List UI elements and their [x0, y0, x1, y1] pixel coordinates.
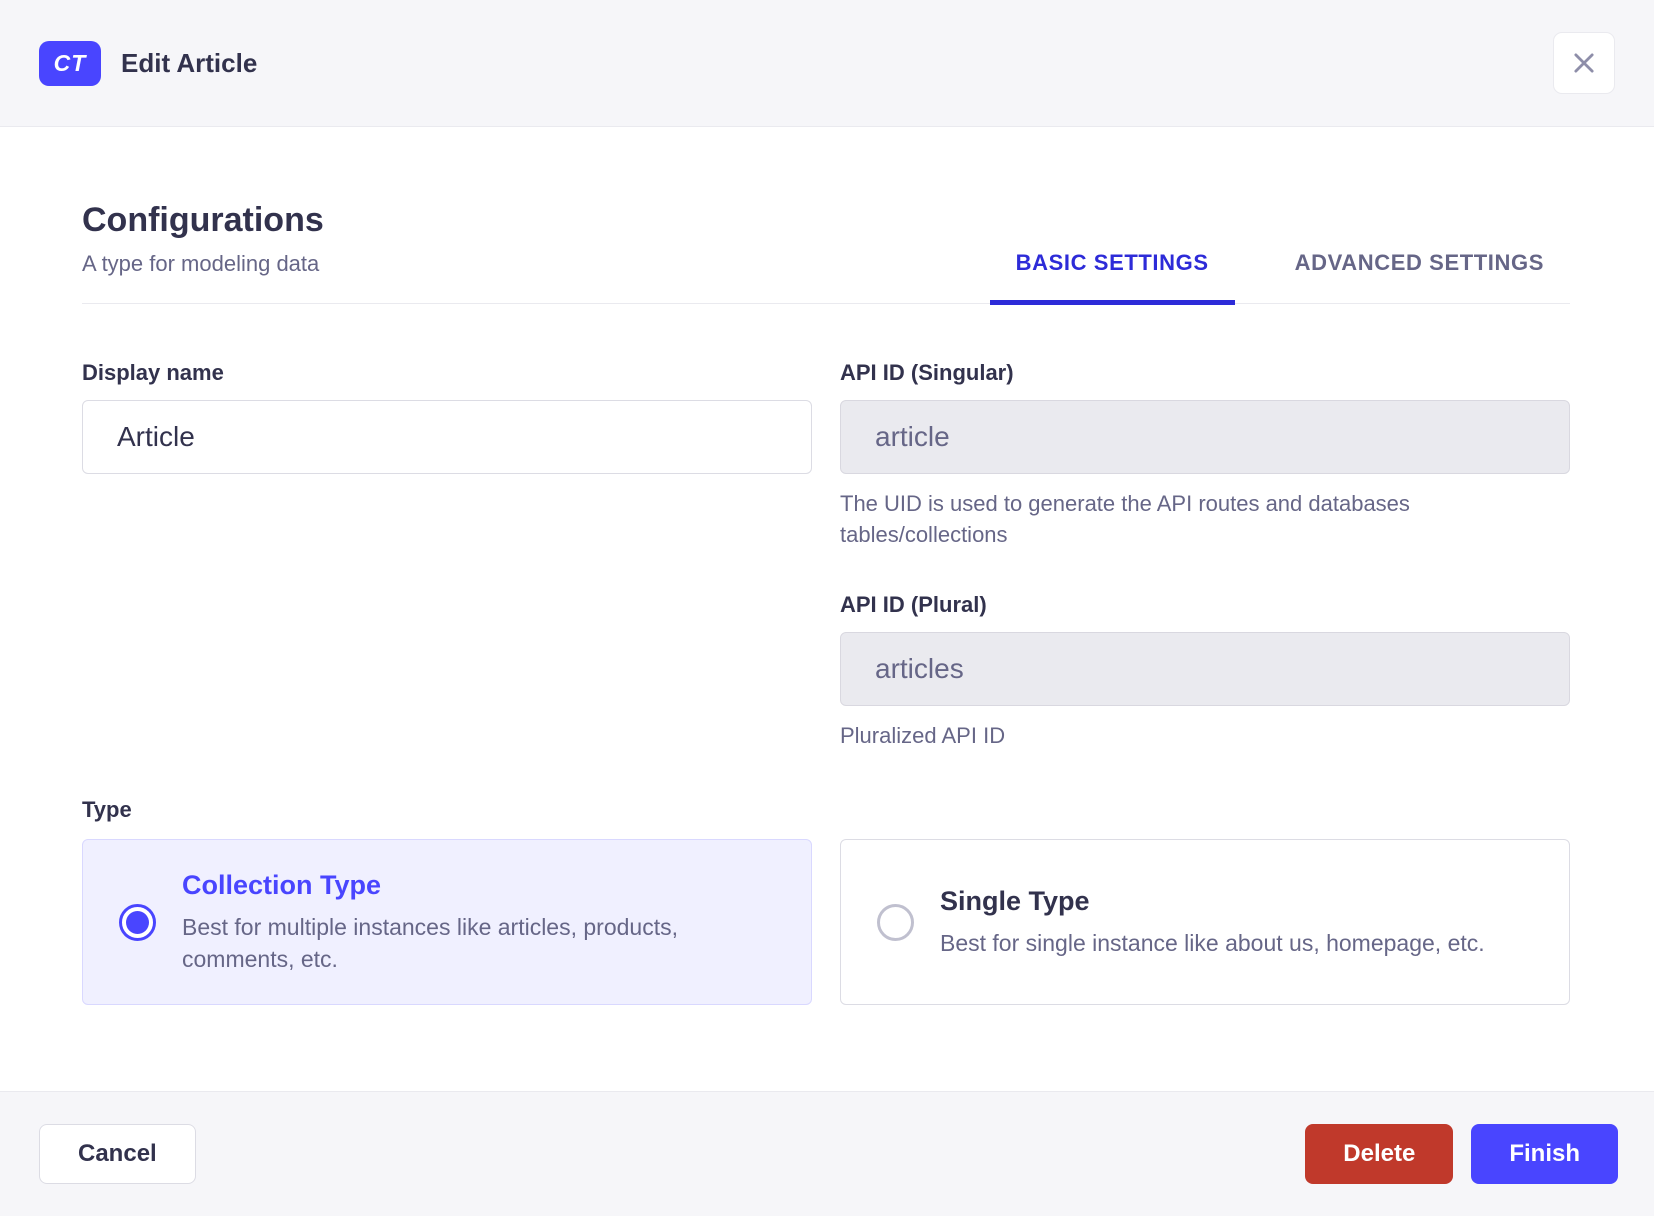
modal-body: Configurations A type for modeling data … [0, 127, 1654, 1091]
collection-type-radio[interactable] [119, 903, 156, 941]
content-type-badge: CT [39, 40, 101, 86]
api-id-singular-hint: The UID is used to generate the API rout… [840, 491, 1410, 547]
display-name-input[interactable] [82, 400, 812, 474]
collection-type-option[interactable]: Collection Type Best for multiple instan… [82, 839, 812, 1005]
collection-type-text: Collection Type Best for multiple instan… [182, 870, 775, 975]
api-id-plural-field-group: API ID (Plural) Pluralized API ID [840, 592, 1570, 751]
configurations-header-row: Configurations A type for modeling data … [82, 199, 1570, 305]
collection-type-description: Best for multiple instances like article… [182, 913, 678, 972]
section-subtitle: A type for modeling data [82, 251, 320, 276]
tab-advanced-settings[interactable]: ADVANCED SETTINGS [1294, 250, 1544, 275]
section-title: Configurations [82, 201, 324, 239]
api-id-singular-label: API ID (Singular) [840, 360, 1014, 385]
api-id-singular-field-group: API ID (Singular) The UID is used to gen… [840, 360, 1570, 550]
right-column: API ID (Singular) The UID is used to gen… [840, 360, 1570, 751]
single-type-text: Single Type Best for single instance lik… [940, 886, 1485, 959]
tab-basic-settings[interactable]: BASIC SETTINGS [989, 250, 1235, 305]
close-button[interactable] [1553, 32, 1615, 94]
api-id-plural-hint: Pluralized API ID [840, 723, 1006, 748]
configurations-intro: Configurations A type for modeling data [82, 199, 324, 303]
api-id-plural-input [840, 632, 1570, 706]
single-type-description: Best for single instance like about us, … [940, 929, 1485, 956]
settings-tabs: BASIC SETTINGS ADVANCED SETTINGS [989, 250, 1570, 305]
type-label: Type [82, 797, 132, 822]
fields-grid: Display name API ID (Singular) The UID i… [82, 360, 1570, 751]
finish-button[interactable]: Finish [1471, 1124, 1618, 1184]
cancel-button[interactable]: Cancel [39, 1124, 196, 1184]
modal-footer: Cancel Delete Finish [0, 1091, 1654, 1216]
delete-button[interactable]: Delete [1305, 1124, 1454, 1184]
left-column: Display name [82, 360, 812, 751]
type-section: Type Collection Type Best for multiple i… [82, 797, 1570, 1005]
single-type-option[interactable]: Single Type Best for single instance lik… [840, 839, 1570, 1005]
modal-header: CT Edit Article [0, 0, 1654, 127]
collection-type-title: Collection Type [182, 869, 382, 900]
modal-title: Edit Article [121, 47, 258, 78]
close-icon [1570, 49, 1598, 77]
display-name-label: Display name [82, 360, 224, 385]
single-type-radio[interactable] [877, 903, 914, 941]
api-id-singular-input [840, 400, 1570, 474]
single-type-title: Single Type [940, 885, 1090, 916]
api-id-plural-label: API ID (Plural) [840, 592, 987, 617]
type-options: Collection Type Best for multiple instan… [82, 839, 1570, 1005]
display-name-field-group: Display name [82, 360, 812, 474]
